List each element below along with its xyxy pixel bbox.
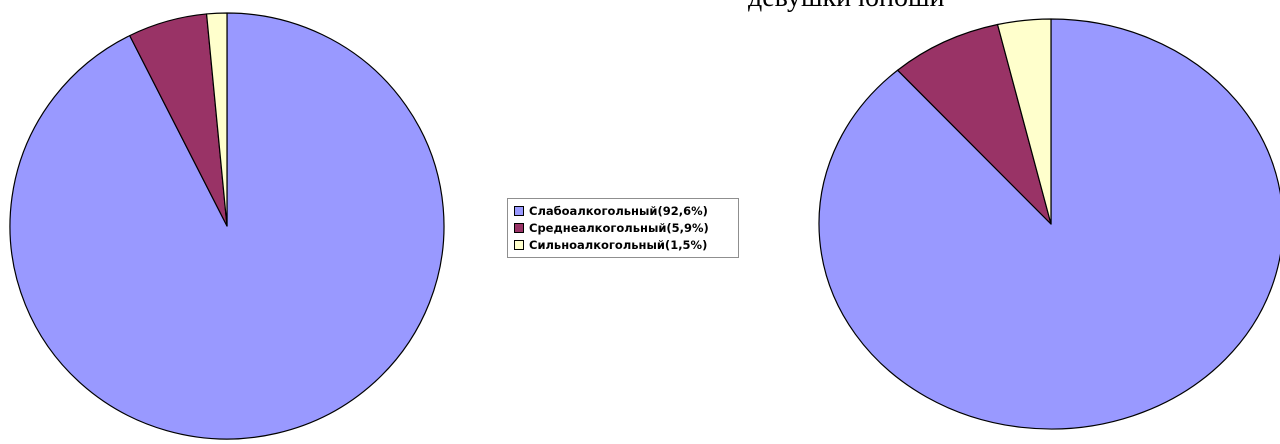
legend-label-weak: Слабоалкогольный(92,6%)	[529, 203, 708, 218]
pie-slice-left-strong	[205, 12, 228, 227]
chart-title: девушки юноши	[748, 0, 945, 14]
legend-swatch-medium	[514, 222, 524, 233]
pie-slice-right-medium	[896, 23, 1052, 225]
legend-swatch-strong	[514, 239, 524, 250]
legend-item-weak: Слабоалкогольный(92,6%)	[514, 202, 732, 219]
legend-swatch-weak	[514, 205, 524, 216]
legend-item-strong: Сильноалкогольный(1,5%)	[514, 236, 732, 253]
legend: Слабоалкогольный(92,6%) Среднеалкогольны…	[507, 198, 739, 258]
legend-label-strong: Сильноалкогольный(1,5%)	[529, 237, 708, 252]
pie-slice-right-strong	[996, 18, 1052, 225]
pie-chart-left	[9, 12, 445, 440]
pie-chart-right	[818, 18, 1280, 430]
legend-item-medium: Среднеалкогольный(5,9%)	[514, 219, 732, 236]
pie-slice-right-weak	[818, 18, 1280, 430]
legend-label-medium: Среднеалкогольный(5,9%)	[529, 220, 709, 235]
